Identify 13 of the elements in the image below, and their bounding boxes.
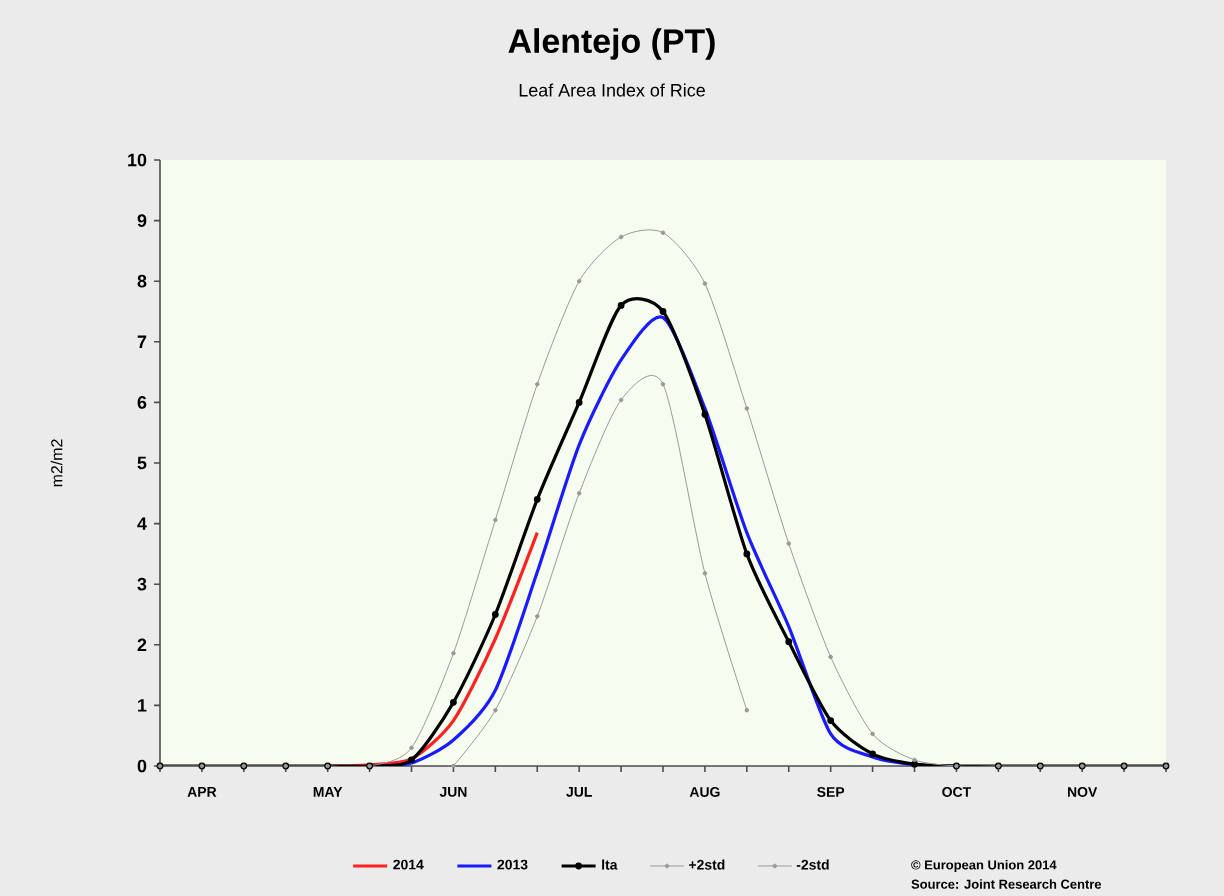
y-tick-label: 1 <box>138 699 147 712</box>
y-tick-label: 5 <box>137 456 147 470</box>
y-tick-label: 2 <box>137 638 147 652</box>
chart-title: Alentejo (PT) <box>508 28 715 60</box>
y-tick-label: 9 <box>137 214 147 227</box>
y-tick-label: 6 <box>137 396 147 409</box>
y-tick-label: 0 <box>137 759 147 773</box>
y-tick-label: 4 <box>137 517 147 530</box>
y-tick-label: 10 <box>128 153 147 167</box>
y-tick-label: 8 <box>137 274 147 288</box>
y-tick-label: 3 <box>137 577 147 591</box>
y-tick-label: 7 <box>137 335 147 348</box>
chart-subtitle: Leaf Area Index of Rice <box>519 83 705 97</box>
